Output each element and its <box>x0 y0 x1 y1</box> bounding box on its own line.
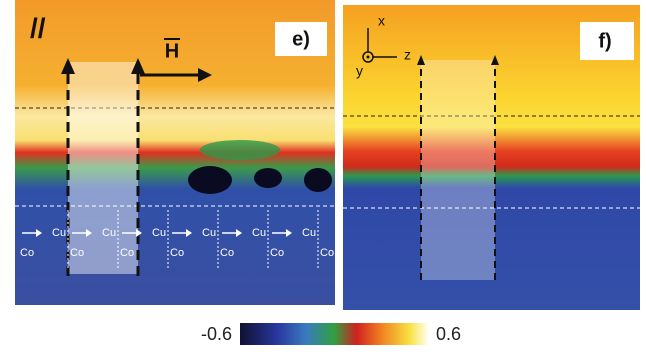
arrow-head <box>491 55 499 65</box>
layer-labels: Cu Cu Cu Cu Cu Cu Co Co Co Co Co Co Co <box>20 210 334 270</box>
label-box <box>580 22 634 60</box>
arrow-head <box>131 58 145 74</box>
domain <box>304 168 332 192</box>
arrow-head <box>186 229 192 237</box>
panel-f: x z y f) <box>343 5 640 310</box>
panel-label: f) <box>598 30 611 52</box>
layer-label: Cu <box>102 227 116 239</box>
layer-label: Co <box>320 247 334 259</box>
arrow-head <box>136 229 142 237</box>
arrow-head <box>286 229 292 237</box>
colorbar: -0.6 0.6 <box>201 323 461 345</box>
overlay <box>68 62 138 274</box>
marker: // <box>30 12 46 43</box>
layer-label: Cu <box>302 227 316 239</box>
arrow-head <box>198 68 212 82</box>
arrow-head <box>86 229 92 237</box>
arrow-head <box>36 229 42 237</box>
colorbar-gradient <box>240 323 428 345</box>
layer-label: Co <box>20 247 34 259</box>
layer-label: Co <box>220 247 234 259</box>
layer-label: Co <box>270 247 284 259</box>
layer-label: Co <box>70 247 84 259</box>
colorbar-max: 0.6 <box>436 324 461 344</box>
panel-e: H // e) Cu Cu Cu Cu Cu Cu Co Co Co Co Co Co Co <box>15 0 335 305</box>
panel-label: e) <box>292 28 310 50</box>
domain <box>200 140 280 160</box>
axis-label: x <box>378 13 385 29</box>
layer-label: Cu <box>252 227 266 239</box>
axis-label: y <box>356 63 363 79</box>
arrow-head <box>417 55 425 65</box>
axis-origin <box>366 55 370 59</box>
domain <box>188 166 232 194</box>
layer-label: Co <box>120 247 134 259</box>
colorbar-min: -0.6 <box>201 324 232 344</box>
axis-label: z <box>404 47 411 63</box>
layer-label: Cu <box>202 227 216 239</box>
arrow-head <box>61 58 75 74</box>
overlay <box>421 60 495 280</box>
field-label: H <box>165 40 179 62</box>
layer-label: Cu <box>52 227 66 239</box>
layer-label: Co <box>170 247 184 259</box>
arrow-head <box>236 229 242 237</box>
label-box <box>275 22 327 56</box>
layer-label: Cu <box>152 227 166 239</box>
domain <box>254 168 282 188</box>
